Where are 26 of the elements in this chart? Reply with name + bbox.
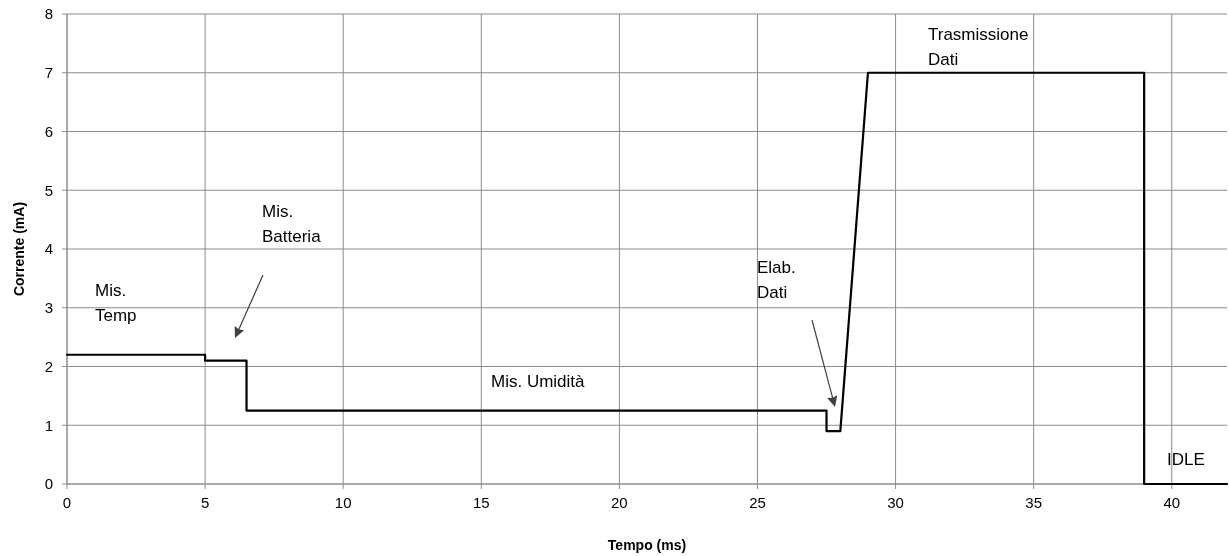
annotation: Mis. Batteria (262, 201, 322, 246)
x-tick-label: 30 (887, 494, 904, 511)
x-tick-label: 35 (1025, 494, 1043, 511)
y-tick-label: 6 (44, 122, 53, 140)
y-tick-label: 8 (44, 5, 53, 23)
y-tick-label: 7 (44, 64, 53, 81)
x-tick-label: 20 (611, 494, 628, 511)
annotation: Elab. Dati (757, 257, 796, 302)
x-tick-label: 10 (334, 494, 352, 511)
x-tick-label: 0 (62, 494, 72, 511)
y-tick-label: 4 (44, 240, 53, 258)
x-tick-label: 40 (1163, 494, 1181, 511)
annotation: IDLE (1167, 449, 1205, 469)
annotation: Mis. Temp (95, 280, 137, 325)
x-tick-label: 15 (472, 494, 490, 511)
x-tick-label: 5 (200, 494, 210, 511)
y-tick-label: 3 (44, 299, 53, 316)
y-tick-label: 0 (44, 475, 53, 493)
x-tick-label: 25 (749, 494, 766, 511)
annotation: Mis. Umidità (491, 371, 586, 391)
y-tick-label: 1 (44, 416, 53, 434)
y-tick-label: 2 (44, 357, 53, 375)
y-axis-title: Corrente (mA) (11, 201, 27, 297)
annotation: Trasmissione Dati (928, 24, 1029, 69)
y-tick-label: 5 (44, 181, 53, 199)
x-axis-title: Tempo (ms) (607, 537, 687, 553)
